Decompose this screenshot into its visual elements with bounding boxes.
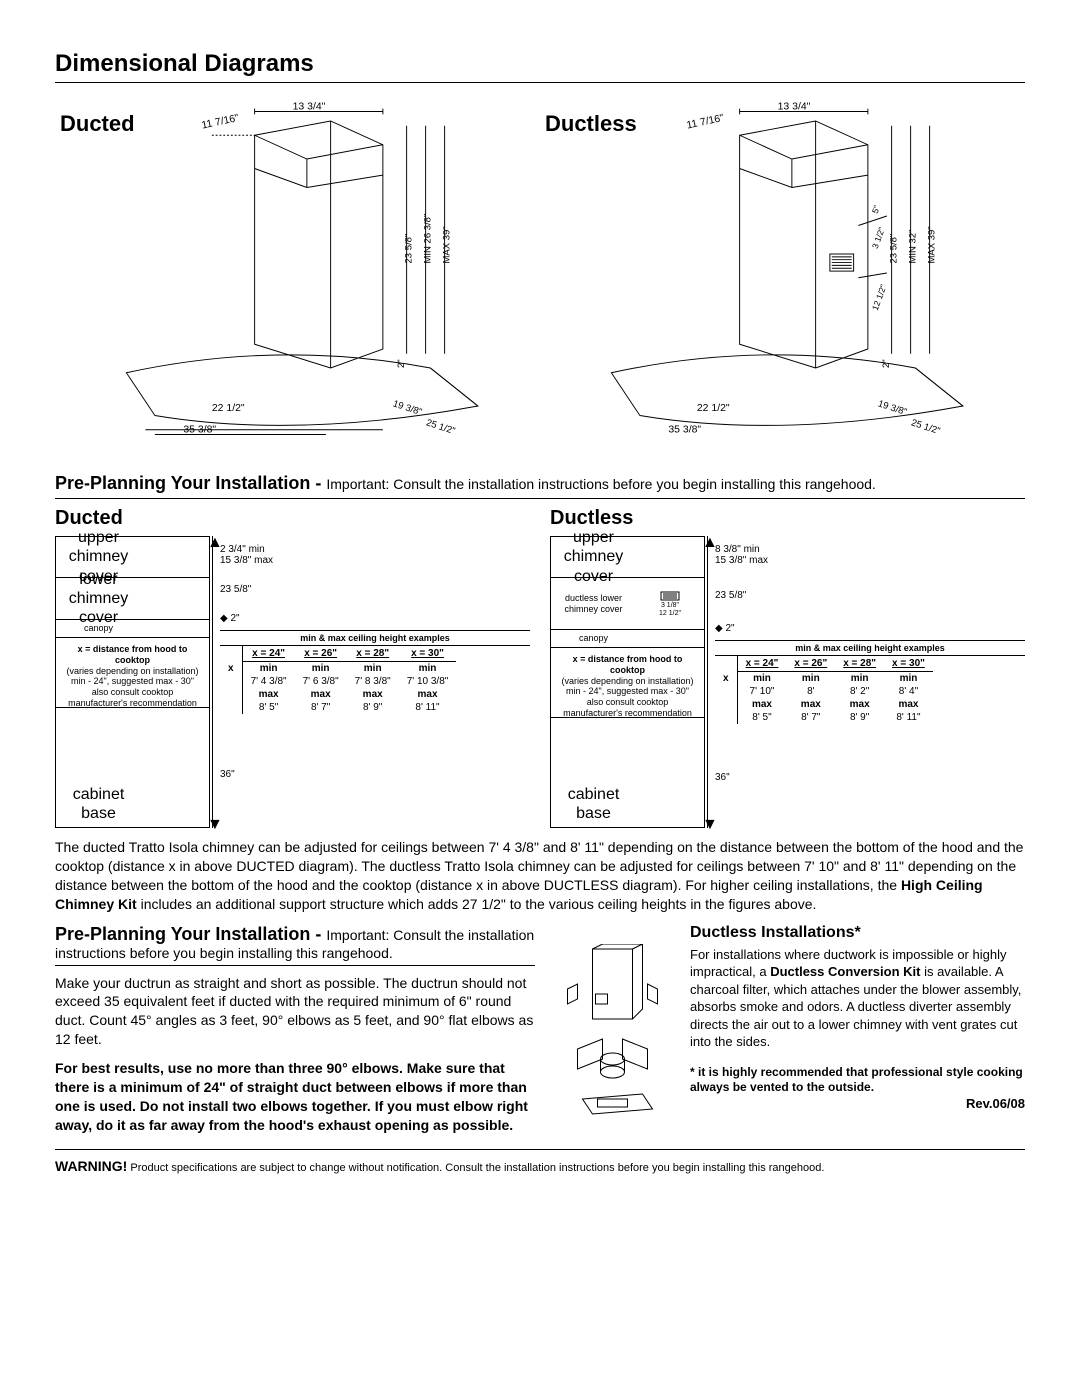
ductless-diagram-col: Ductless	[540, 93, 1025, 453]
upper-label-dl: upper chimney cover	[551, 537, 636, 577]
svg-text:23 5/8": 23 5/8"	[404, 234, 415, 264]
examples-title-ducted: min & max ceiling height examples	[220, 630, 530, 646]
charts-row: Ducted upper chimney cover lower chimney…	[55, 507, 1025, 828]
x-note-ductless: x = distance from hood to cooktop (varie…	[557, 654, 698, 719]
svg-text:MAX 39": MAX 39"	[442, 226, 453, 263]
ducted-heading: Ducted	[60, 111, 135, 137]
ducted-svg: 11 7/16" 13 3/4" 23 5/8" MIN 26 3/8" MAX…	[67, 102, 528, 444]
cabinet-label-dl: cabinet base	[551, 718, 636, 827]
ductless-diagram: 11 7/16" 13 3/4" 5" 3 1/2" 12 1/2" 23 5/…	[540, 93, 1025, 453]
exploded-svg	[555, 944, 670, 1124]
ductless-install-text: For installations where ductwork is impo…	[690, 946, 1025, 1051]
ductless-chart: Ductless upper chimney cover ductless lo…	[550, 507, 1025, 828]
svg-text:19 3/8": 19 3/8"	[392, 398, 424, 418]
ducted-chart-heading: Ducted	[55, 507, 530, 530]
diagrams-row: Ducted	[55, 93, 1025, 453]
ducted-diagram-col: Ducted	[55, 93, 540, 453]
svg-text:11 7/16": 11 7/16"	[201, 113, 241, 132]
pp-text: Important: Consult the installation inst…	[326, 476, 875, 492]
svg-text:13 3/4": 13 3/4"	[293, 102, 326, 113]
main-title: Dimensional Diagrams	[55, 50, 1025, 83]
bottom-right: Ductless Installations* For installation…	[690, 924, 1025, 1145]
ductless-examples-table: x = 24" x = 26" x = 28" x = 30" xminminm…	[715, 656, 933, 724]
ceiling-paragraph: The ducted Tratto Isola chimney can be a…	[55, 838, 1025, 914]
pre-planning-line-2: Pre-Planning Your Installation - Importa…	[55, 924, 535, 966]
ducted-chart: Ducted upper chimney cover lower chimney…	[55, 507, 530, 828]
bottom-left: Pre-Planning Your Installation - Importa…	[55, 924, 535, 1145]
svg-text:MIN 26 3/8": MIN 26 3/8"	[423, 214, 434, 264]
svg-text:35 3/8": 35 3/8"	[184, 425, 217, 436]
canopy-label-dl: canopy	[551, 630, 636, 647]
ductless-chart-heading: Ductless	[550, 507, 1025, 530]
ductrun-p2: For best results, use no more than three…	[55, 1059, 535, 1135]
bottom-rule	[55, 1149, 1025, 1150]
svg-text:25 1/2": 25 1/2"	[425, 417, 457, 437]
ducted-stack: upper chimney cover lower chimney cover …	[55, 536, 210, 828]
svg-text:2": 2"	[881, 359, 892, 368]
revision: Rev.06/08	[690, 1096, 1025, 1111]
svg-text:35 3/8": 35 3/8"	[669, 425, 702, 436]
ductless-values: ▲ ▼ 8 3/8" min 15 3/8" max 23 5/8" ◆ 2" …	[705, 536, 1025, 828]
vent-icon	[660, 591, 680, 601]
ductless-note: * it is highly recommended that professi…	[690, 1065, 1025, 1096]
canopy-label: canopy	[56, 620, 141, 637]
ductless-stack: upper chimney cover ductless lower chimn…	[550, 536, 705, 828]
ducted-examples-table: x = 24" x = 26" x = 28" x = 30" xminminm…	[220, 646, 456, 714]
ductrun-p1: Make your ductrun as straight and short …	[55, 974, 535, 1050]
ductless-heading: Ductless	[545, 111, 637, 137]
exploded-view	[555, 924, 670, 1145]
svg-text:23 5/8": 23 5/8"	[889, 234, 900, 264]
svg-text:19 3/8": 19 3/8"	[877, 398, 909, 418]
warning-line: WARNING! Product specifications are subj…	[55, 1158, 1025, 1174]
x-note-ducted: x = distance from hood to cooktop (varie…	[62, 644, 203, 709]
svg-text:25 1/2": 25 1/2"	[910, 417, 942, 437]
svg-text:MIN 32": MIN 32"	[908, 229, 919, 263]
pre-planning-line-1: Pre-Planning Your Installation - Importa…	[55, 473, 1025, 499]
examples-title-ductless: min & max ceiling height examples	[715, 640, 1025, 656]
svg-text:3 1/2": 3 1/2"	[870, 226, 887, 250]
svg-text:22 1/2": 22 1/2"	[697, 403, 730, 414]
ducted-values: ▲ ▼ 2 3/4" min 15 3/8" max 23 5/8" ◆ 2" …	[210, 536, 530, 828]
pp-title: Pre-Planning Your Installation -	[55, 473, 326, 493]
svg-text:11 7/16": 11 7/16"	[686, 113, 726, 132]
ducted-diagram: 11 7/16" 13 3/4" 23 5/8" MIN 26 3/8" MAX…	[55, 93, 540, 453]
cabinet-label: cabinet base	[56, 708, 141, 827]
svg-text:2": 2"	[396, 359, 407, 368]
lower-label: lower chimney cover	[56, 578, 141, 619]
svg-text:13 3/4": 13 3/4"	[778, 102, 811, 113]
ductless-lower-label: ductless lower chimney cover	[551, 578, 636, 629]
svg-text:5": 5"	[870, 204, 882, 215]
svg-text:12 1/2": 12 1/2"	[870, 283, 889, 312]
svg-text:MAX 39": MAX 39"	[927, 226, 938, 263]
bottom-section: Pre-Planning Your Installation - Importa…	[55, 924, 1025, 1145]
ductless-install-title: Ductless Installations*	[690, 924, 1025, 942]
ductless-svg: 11 7/16" 13 3/4" 5" 3 1/2" 12 1/2" 23 5/…	[552, 102, 1013, 444]
svg-text:22 1/2": 22 1/2"	[212, 403, 245, 414]
